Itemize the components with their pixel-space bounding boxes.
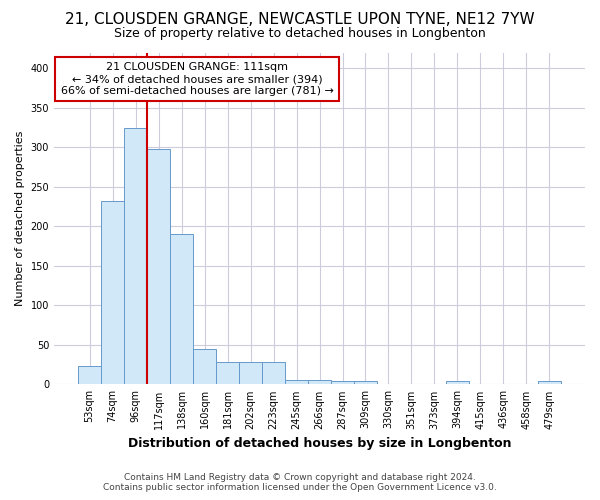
- Bar: [331, 382, 354, 384]
- Bar: [193, 349, 216, 384]
- Text: Size of property relative to detached houses in Longbenton: Size of property relative to detached ho…: [114, 28, 486, 40]
- Bar: [262, 362, 285, 384]
- Bar: [216, 362, 239, 384]
- Bar: [239, 362, 262, 384]
- Bar: [354, 382, 377, 384]
- Bar: [446, 382, 469, 384]
- Bar: [170, 234, 193, 384]
- Bar: [285, 380, 308, 384]
- Bar: [538, 382, 561, 384]
- Bar: [308, 380, 331, 384]
- Bar: [78, 366, 101, 384]
- Bar: [124, 128, 147, 384]
- Text: 21, CLOUSDEN GRANGE, NEWCASTLE UPON TYNE, NE12 7YW: 21, CLOUSDEN GRANGE, NEWCASTLE UPON TYNE…: [65, 12, 535, 28]
- Text: 21 CLOUSDEN GRANGE: 111sqm
← 34% of detached houses are smaller (394)
66% of sem: 21 CLOUSDEN GRANGE: 111sqm ← 34% of deta…: [61, 62, 334, 96]
- Bar: [101, 201, 124, 384]
- X-axis label: Distribution of detached houses by size in Longbenton: Distribution of detached houses by size …: [128, 437, 511, 450]
- Text: Contains HM Land Registry data © Crown copyright and database right 2024.
Contai: Contains HM Land Registry data © Crown c…: [103, 473, 497, 492]
- Bar: [147, 149, 170, 384]
- Y-axis label: Number of detached properties: Number of detached properties: [15, 131, 25, 306]
